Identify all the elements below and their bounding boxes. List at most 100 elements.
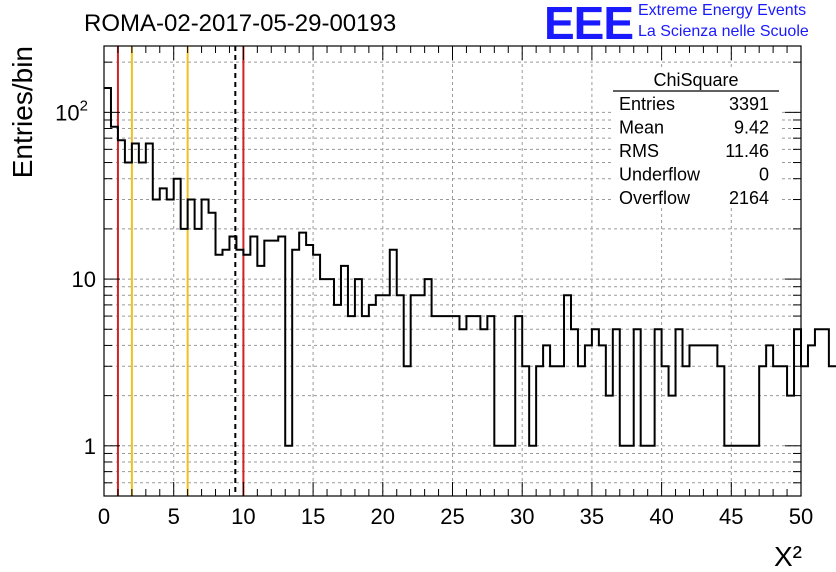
histogram-bin (292, 250, 299, 496)
histogram-bin (655, 329, 662, 496)
y-tick-label: 1 (84, 434, 96, 459)
histogram-bin (724, 446, 731, 496)
histogram-bin (717, 366, 724, 496)
histogram-bin (641, 446, 648, 496)
histogram-bin (195, 229, 202, 496)
histogram-bin (202, 200, 209, 496)
stats-row-value: 0 (759, 165, 769, 185)
histogram-bin (515, 316, 522, 496)
stats-row-value: 2164 (729, 188, 769, 208)
y-tick-superscript: 2 (80, 97, 88, 114)
y-axis-label: Entries/bin (7, 46, 38, 178)
histogram-bin (397, 295, 404, 496)
histogram-bin (439, 316, 446, 496)
histogram-bin (383, 295, 390, 496)
x-tick-label: 20 (371, 504, 395, 529)
histogram-bin (648, 446, 655, 496)
y-tick-label: 10 (72, 267, 96, 292)
histogram-bin (550, 366, 557, 496)
x-axis-label: X² (774, 541, 802, 572)
histogram-bin (348, 316, 355, 496)
eee-logo: EEE Extreme Energy Events La Scienza nel… (544, 0, 836, 50)
histogram-bin (606, 396, 613, 496)
histogram-bin (696, 345, 703, 496)
histogram-bin (759, 366, 766, 496)
histogram-bin (745, 446, 752, 496)
histogram-bin (815, 329, 822, 496)
histogram-bin (264, 241, 271, 496)
histogram-bin (327, 279, 334, 496)
histogram-bin (320, 279, 327, 496)
histogram-bin (627, 446, 634, 496)
x-tick-label: 10 (231, 504, 255, 529)
histogram-bin (209, 213, 216, 496)
histogram-bin (459, 329, 466, 496)
histogram-bin (703, 345, 710, 496)
histogram-bin (578, 366, 585, 496)
histogram-bin (404, 366, 411, 496)
stats-row-label: Underflow (619, 165, 701, 185)
x-tick-label: 45 (719, 504, 743, 529)
histogram-bin (418, 295, 425, 496)
histogram-bin (829, 366, 836, 496)
histogram-bin (174, 179, 181, 496)
histogram-bin (167, 200, 174, 496)
logo-line-2: La Scienza nelle Scuole (638, 23, 809, 40)
histogram-bin (773, 366, 780, 496)
histogram-bin (669, 396, 676, 496)
histogram-bin (683, 366, 690, 496)
histogram-bin (132, 144, 139, 496)
logo-line-1: Extreme Energy Events (638, 2, 807, 19)
histogram-bin (522, 366, 529, 496)
x-tick-label: 40 (649, 504, 673, 529)
stats-row-label: Overflow (619, 188, 691, 208)
histogram-bin (153, 200, 160, 496)
histogram-bin (446, 316, 453, 496)
histogram-bin (139, 163, 146, 496)
histogram-bin (752, 446, 759, 496)
histogram-bin (676, 329, 683, 496)
histogram-series (104, 86, 836, 447)
histogram-bin (425, 279, 432, 496)
histogram-bin (181, 229, 188, 496)
histogram-bin (536, 366, 543, 496)
histogram-bin (257, 266, 264, 496)
histogram-bin (432, 316, 439, 496)
histogram-bin (118, 140, 125, 496)
histogram-bin (487, 316, 494, 496)
histogram-bin (355, 279, 362, 496)
histogram-bin (508, 446, 515, 496)
histogram-bin (529, 446, 536, 496)
x-tick-label: 0 (98, 504, 110, 529)
histogram-bin (271, 241, 278, 496)
histogram-bin (125, 163, 132, 496)
histogram-bin (160, 188, 167, 496)
stats-title: ChiSquare (653, 70, 738, 90)
histogram-bin (146, 144, 153, 496)
histogram-bin (480, 329, 487, 496)
histogram-bin (313, 255, 320, 496)
histogram-bin (473, 316, 480, 496)
x-tick-label: 35 (580, 504, 604, 529)
stats-row-label: Entries (619, 94, 675, 114)
histogram-bin (466, 316, 473, 496)
histogram-bin (250, 237, 257, 496)
histogram-bin (794, 329, 801, 496)
histogram-bin (620, 446, 627, 496)
histogram-bin (662, 366, 669, 496)
histogram-bin (501, 446, 508, 496)
histogram-bin (571, 329, 578, 496)
histogram-bin (808, 345, 815, 496)
histogram-bin (585, 345, 592, 496)
histogram-bin (411, 295, 418, 496)
x-tick-label: 30 (510, 504, 534, 529)
x-tick-label: 5 (168, 504, 180, 529)
histogram-bin (362, 316, 369, 496)
histogram-bin (111, 127, 118, 496)
stats-row-label: RMS (619, 141, 659, 161)
stats-row-value: 11.46 (725, 141, 769, 161)
logo-mark: EEE (544, 0, 634, 49)
histogram-bin (341, 266, 348, 496)
